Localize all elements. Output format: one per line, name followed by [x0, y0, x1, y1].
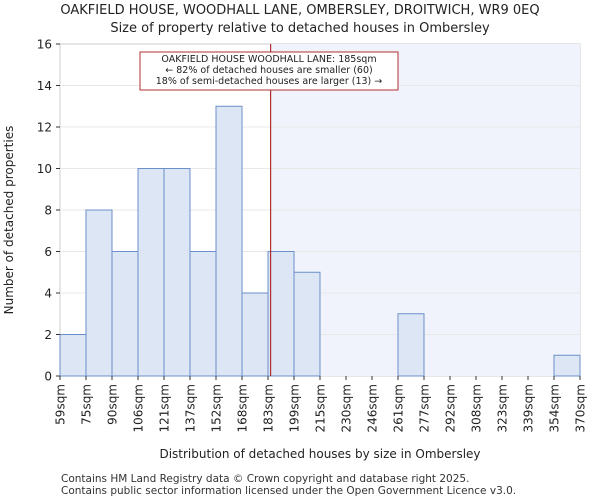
bar-199sqm	[293, 271, 321, 377]
bar-59sqm	[59, 334, 87, 377]
x-tick-label-168sqm: 168sqm	[236, 384, 250, 432]
x-tick-label-230sqm: 230sqm	[340, 384, 354, 432]
y-axis-label: Number of detached properties	[2, 126, 16, 315]
annotation-line-2: ← 82% of detached houses are smaller (60…	[165, 65, 372, 76]
x-tick-label-246sqm: 246sqm	[366, 384, 380, 432]
bar-137sqm	[189, 251, 217, 377]
x-tick-label-183sqm: 183sqm	[262, 384, 276, 432]
x-tick-label-261sqm: 261sqm	[392, 384, 406, 432]
x-tick-label-323sqm: 323sqm	[496, 384, 510, 432]
x-tick-label-339sqm: 339sqm	[522, 384, 536, 432]
y-axis-ticks: 0 2 4 6 8 10 12 14 16	[37, 38, 60, 384]
y-tick-label-2: 2	[44, 328, 52, 342]
x-tick-label-199sqm: 199sqm	[288, 384, 302, 432]
x-tick-label-59sqm: 59sqm	[54, 384, 68, 425]
annotation-border	[139, 51, 399, 91]
chart-subtitle: Size of property relative to detached ho…	[110, 21, 490, 36]
annotation-line-3: 18% of semi-detached houses are larger (…	[156, 76, 383, 87]
footer-line-1: Contains HM Land Registry data © Crown c…	[61, 473, 470, 485]
bar-261sqm	[397, 313, 425, 377]
bar-152sqm	[215, 105, 243, 377]
bar-106sqm	[137, 168, 165, 377]
x-tick-label-90sqm: 90sqm	[106, 384, 120, 425]
y-tick-label-6: 6	[44, 245, 52, 259]
y-tick-label-16: 16	[37, 38, 52, 52]
x-tick-label-152sqm: 152sqm	[210, 384, 224, 432]
y-tick-label-12: 12	[37, 121, 52, 135]
y-tick-label-4: 4	[44, 287, 52, 301]
x-tick-label-292sqm: 292sqm	[444, 384, 458, 432]
bar-168sqm	[241, 292, 269, 377]
y-tick-label-0: 0	[44, 370, 52, 384]
annotation-box: OAKFIELD HOUSE WOODHALL LANE: 185sqm ← 8…	[139, 51, 399, 91]
x-tick-label-354sqm: 354sqm	[548, 384, 562, 432]
x-tick-label-121sqm: 121sqm	[158, 384, 172, 432]
x-tick-label-215sqm: 215sqm	[314, 384, 328, 432]
bars	[59, 105, 581, 377]
x-tick-label-75sqm: 75sqm	[80, 384, 94, 425]
bar-121sqm	[163, 168, 191, 377]
chart-title: OAKFIELD HOUSE, WOODHALL LANE, OMBERSLEY…	[60, 3, 540, 18]
bar-75sqm	[85, 209, 113, 377]
bar-90sqm	[111, 251, 139, 377]
x-tick-label-308sqm: 308sqm	[470, 384, 484, 432]
bar-183sqm	[267, 251, 295, 377]
x-tick-label-106sqm: 106sqm	[132, 384, 146, 432]
x-tick-label-277sqm: 277sqm	[418, 384, 432, 432]
x-axis-ticks: 59sqm 75sqm 90sqm 106sqm 121sqm 137sqm 152sqm 1…	[54, 376, 588, 432]
x-axis-label: Distribution of detached houses by size …	[159, 447, 480, 461]
annotation-line-1: OAKFIELD HOUSE WOODHALL LANE: 185sqm	[161, 54, 376, 65]
x-tick-label-137sqm: 137sqm	[184, 384, 198, 432]
x-tick-label-370sqm: 370sqm	[574, 384, 588, 432]
y-tick-label-10: 10	[37, 162, 52, 176]
y-tick-label-8: 8	[44, 204, 52, 218]
bar-354sqm	[553, 354, 581, 377]
footer-line-2: Contains public sector information licen…	[61, 485, 517, 497]
y-tick-label-14: 14	[37, 79, 52, 93]
